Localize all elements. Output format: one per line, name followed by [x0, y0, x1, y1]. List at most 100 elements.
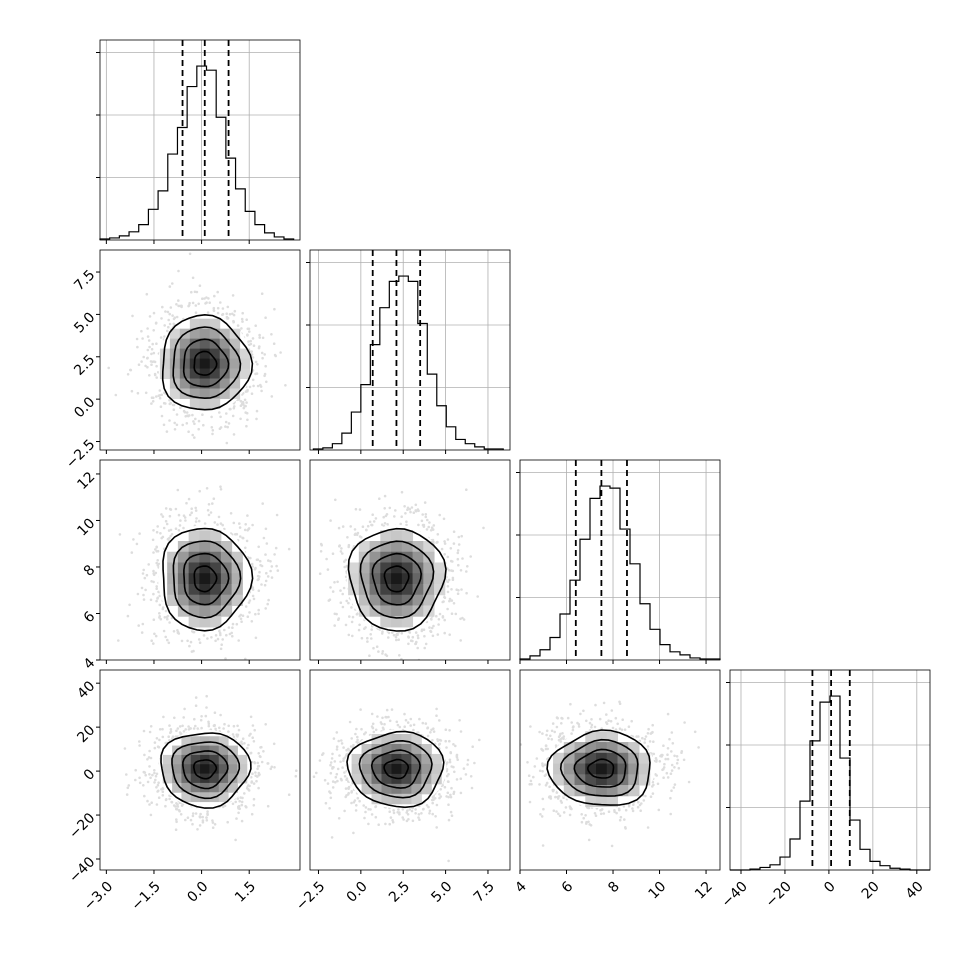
scatter-point — [411, 635, 415, 639]
scatter-point — [243, 398, 247, 402]
scatter-point — [188, 252, 192, 256]
scatter-point — [208, 301, 211, 305]
scatter-point — [251, 587, 254, 590]
scatter-point — [226, 425, 229, 429]
scatter-point — [276, 569, 280, 572]
scatter-point — [182, 409, 186, 413]
density-cell — [179, 378, 191, 389]
scatter-point — [141, 622, 145, 626]
density-cell — [199, 348, 211, 360]
scatter-point — [241, 737, 245, 740]
scatter-point — [457, 589, 460, 592]
scatter-point — [263, 353, 267, 356]
contour-line — [193, 565, 218, 593]
scatter-point — [174, 527, 178, 530]
scatter-point — [155, 737, 159, 740]
scatter-point — [263, 372, 267, 376]
scatter-point — [255, 558, 259, 562]
scatter-point — [192, 452, 195, 455]
density-cell — [380, 573, 392, 585]
panel-frame — [99, 39, 301, 241]
scatter-point — [137, 624, 140, 627]
scatter-point — [164, 609, 168, 613]
scatter-point — [142, 729, 146, 733]
density-cell — [380, 541, 392, 553]
density-cell — [169, 388, 181, 399]
scatter-point — [172, 322, 175, 326]
scatter-point — [232, 735, 236, 739]
scatter-point — [344, 558, 348, 562]
scatter-point — [349, 525, 353, 528]
scatter-point — [154, 548, 157, 551]
scatter-point — [211, 429, 215, 432]
scatter-point — [235, 532, 239, 536]
scatter-point — [236, 324, 240, 327]
scatter-point — [172, 403, 176, 407]
scatter-point — [155, 342, 158, 346]
density-cell — [188, 562, 200, 574]
scatter-panel-2-0 — [96, 459, 301, 664]
density-cell — [199, 594, 211, 606]
density-cell — [220, 573, 233, 585]
scatter-point — [169, 730, 173, 733]
scatter-point — [154, 634, 158, 638]
scatter-point — [182, 514, 186, 517]
density-cell — [199, 318, 211, 330]
scatter-point — [219, 301, 222, 304]
scatter-point — [158, 394, 162, 397]
scatter-point — [395, 633, 398, 637]
scatter-point — [251, 586, 255, 589]
scatter-point — [148, 773, 151, 776]
scatter-point — [135, 337, 139, 341]
scatter-point — [161, 606, 165, 609]
scatter-point — [258, 345, 261, 348]
scatter-point — [204, 714, 208, 718]
scatter-point — [149, 813, 153, 817]
scatter-point — [148, 374, 151, 377]
scatter-point — [443, 631, 447, 635]
scatter-point — [225, 633, 228, 637]
scatter-point — [423, 634, 426, 638]
scatter-point — [338, 545, 341, 548]
scatter-point — [131, 314, 134, 318]
scatter-point — [431, 538, 435, 542]
scatter-point — [216, 523, 219, 526]
density-cell — [423, 573, 435, 585]
density-cell — [159, 368, 171, 380]
scatter-point — [260, 351, 264, 355]
scatter-point — [423, 501, 427, 504]
density-cell — [189, 318, 201, 330]
scatter-point — [171, 282, 174, 285]
scatter-point — [144, 364, 147, 368]
scatter-point — [270, 395, 274, 398]
scatter-point — [448, 633, 452, 636]
scatter-point — [177, 632, 181, 635]
scatter-point — [409, 510, 412, 514]
scatter-point — [157, 796, 161, 799]
scatter-point — [166, 310, 170, 314]
scatter-point — [260, 583, 263, 586]
scatter-point — [414, 642, 417, 646]
scatter-point — [410, 506, 414, 509]
scatter-point — [197, 519, 201, 523]
scatter-point — [338, 544, 342, 547]
scatter-point — [219, 522, 223, 525]
density-cell — [229, 338, 241, 350]
scatter-point — [239, 417, 242, 421]
scatter-point — [164, 507, 168, 510]
density-cell — [199, 551, 211, 563]
scatter-point — [255, 775, 259, 778]
scatter-point — [425, 528, 429, 531]
scatter-point — [156, 559, 159, 562]
scatter-point — [150, 639, 153, 642]
scatter-point — [355, 661, 358, 664]
scatter-point — [161, 607, 165, 611]
scatter-point — [152, 592, 155, 596]
scatter-point — [140, 360, 143, 363]
scatter-point — [158, 615, 161, 618]
scatter-point — [140, 631, 144, 634]
scatter-point — [249, 339, 252, 343]
density-cell — [423, 551, 435, 563]
histogram-panel-3 — [726, 669, 931, 874]
scatter-point — [150, 402, 153, 405]
